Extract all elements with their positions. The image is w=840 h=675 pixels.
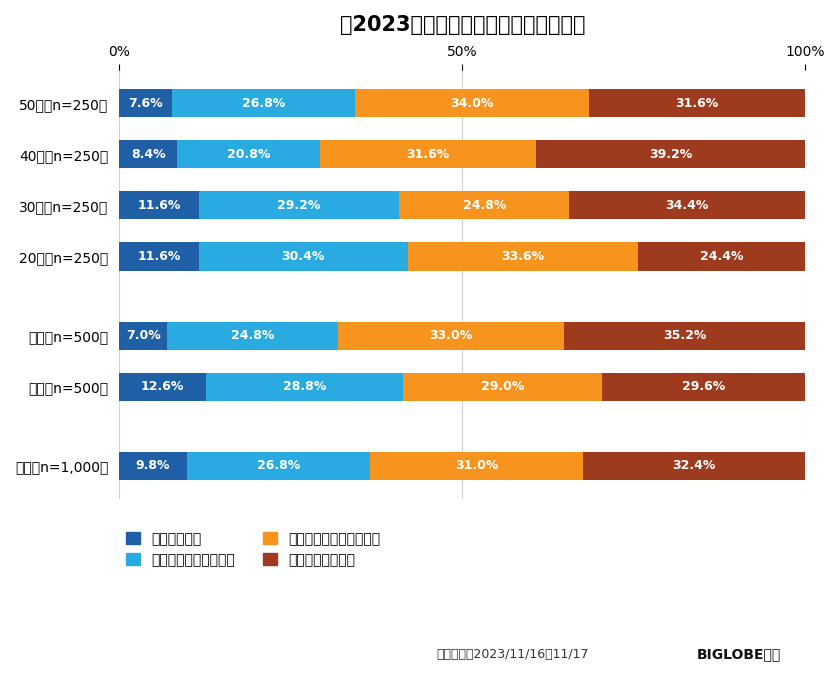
Bar [186,452,370,480]
Text: 11.6%: 11.6% [138,199,181,212]
Text: 7.0%: 7.0% [126,329,161,342]
Bar [171,89,355,117]
Text: 24.8%: 24.8% [463,199,506,212]
Bar [206,373,403,400]
Text: 12.6%: 12.6% [141,380,184,393]
Bar [537,140,806,169]
Text: 29.0%: 29.0% [481,380,524,393]
Legend: 必要だと思う, ある程度必要だと思う, あまり必要だと思わない, 必要だと思わない: 必要だと思う, ある程度必要だと思う, あまり必要だと思わない, 必要だと思わな… [127,532,380,567]
Text: 30.4%: 30.4% [281,250,325,263]
Text: 8.4%: 8.4% [131,148,165,161]
Bar [589,89,806,117]
Bar [119,373,206,400]
Text: 7.6%: 7.6% [129,97,163,110]
Text: BIGLOBE調べ: BIGLOBE調べ [697,647,781,662]
Bar [199,242,407,271]
Text: 28.8%: 28.8% [283,380,326,393]
Text: 9.8%: 9.8% [136,459,171,472]
Bar [370,452,583,480]
Text: 33.6%: 33.6% [501,250,544,263]
Text: 31.0%: 31.0% [455,459,498,472]
Bar [403,373,602,400]
Text: 調査期間：2023/11/16～11/17: 調査期間：2023/11/16～11/17 [437,649,590,662]
Bar [583,452,806,480]
Text: 31.6%: 31.6% [675,97,718,110]
Text: 24.8%: 24.8% [231,329,274,342]
Bar [119,140,177,169]
Text: 33.0%: 33.0% [429,329,472,342]
Text: 11.6%: 11.6% [138,250,181,263]
Bar [119,89,171,117]
Text: 35.2%: 35.2% [663,329,706,342]
Bar [355,89,589,117]
Bar [119,192,199,219]
Bar [570,192,806,219]
Text: 29.2%: 29.2% [277,199,321,212]
Text: 34.0%: 34.0% [450,97,494,110]
Text: 26.8%: 26.8% [242,97,285,110]
Bar [320,140,537,169]
Text: 32.4%: 32.4% [673,459,716,472]
Bar [638,242,806,271]
Bar [407,242,638,271]
Text: 26.8%: 26.8% [257,459,300,472]
Bar [119,321,167,350]
Text: 39.2%: 39.2% [649,148,692,161]
Bar [602,373,806,400]
Bar [199,192,399,219]
Text: 24.4%: 24.4% [700,250,743,263]
Title: 、2023年］今の時代に忘年会は必要か: 、2023年］今の時代に忘年会は必要か [339,15,585,35]
Text: 34.4%: 34.4% [665,199,709,212]
Bar [119,242,199,271]
Bar [119,452,186,480]
Text: 31.6%: 31.6% [407,148,449,161]
Text: 20.8%: 20.8% [227,148,270,161]
Bar [564,321,806,350]
Bar [167,321,338,350]
Bar [399,192,570,219]
Text: 29.6%: 29.6% [682,380,726,393]
Bar [338,321,564,350]
Bar [177,140,320,169]
